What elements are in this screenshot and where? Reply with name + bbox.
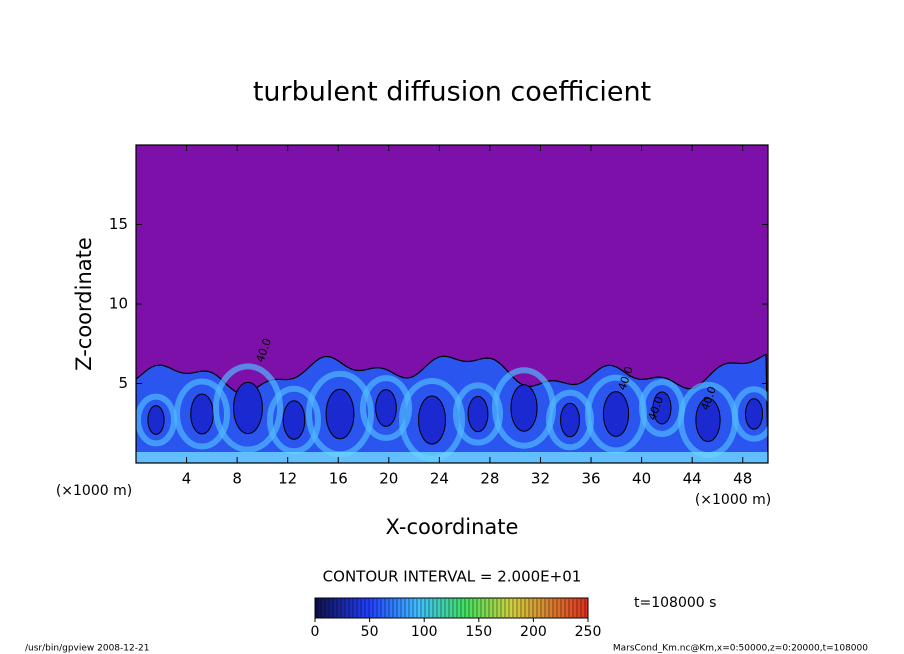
eddy bbox=[136, 393, 177, 447]
colorbar bbox=[314, 597, 589, 619]
y-tick-label: 10 bbox=[109, 295, 128, 313]
field bbox=[136, 145, 768, 463]
colorbar-stripes bbox=[316, 599, 586, 617]
x-tick-label: 8 bbox=[232, 470, 242, 488]
eddy-core bbox=[375, 389, 397, 427]
eddy-core bbox=[467, 395, 489, 433]
y-tick-label: 15 bbox=[109, 215, 128, 233]
x-tick-label: 28 bbox=[480, 470, 499, 488]
eddy-core bbox=[233, 381, 263, 435]
eddy bbox=[267, 385, 321, 455]
eddy bbox=[213, 363, 283, 453]
eddy bbox=[732, 386, 768, 442]
eddy bbox=[453, 382, 503, 446]
y-axis-label: Z-coordinate bbox=[72, 237, 96, 371]
eddy-core bbox=[560, 402, 580, 438]
x-tick-label: 12 bbox=[278, 470, 297, 488]
contour-interval: CONTOUR INTERVAL = 2.000E+01 bbox=[323, 568, 582, 586]
eddy-core bbox=[695, 397, 721, 443]
x-tick-label: 48 bbox=[733, 470, 752, 488]
footer-left: /usr/bin/gpview 2008-12-21 bbox=[25, 644, 149, 654]
colorbar-tick-label: 50 bbox=[361, 624, 379, 640]
eddy-core bbox=[602, 391, 630, 437]
eddy-core bbox=[325, 388, 355, 440]
colorbar-tick-label: 200 bbox=[520, 624, 547, 640]
x-axis-label: X-coordinate bbox=[386, 515, 519, 539]
y-unit-label: (×1000 m) bbox=[56, 483, 132, 499]
surface-layer bbox=[136, 452, 768, 463]
x-tick-label: 44 bbox=[683, 470, 702, 488]
footer-right: MarsCond_Km.nc@Km,x=0:50000,z=0:20000,t=… bbox=[613, 644, 868, 654]
x-tick-label: 24 bbox=[430, 470, 449, 488]
eddy-core bbox=[190, 393, 214, 435]
eddy-core bbox=[418, 395, 446, 445]
colorbar-tick-label: 250 bbox=[575, 624, 602, 640]
eddy-core bbox=[652, 391, 672, 425]
eddy-core bbox=[744, 398, 764, 430]
x-tick-label: 4 bbox=[182, 470, 192, 488]
eddy-core bbox=[147, 405, 165, 435]
y-tick-label: 5 bbox=[118, 374, 128, 392]
eddy bbox=[360, 375, 412, 441]
eddy bbox=[174, 378, 230, 450]
x-tick-label: 36 bbox=[581, 470, 600, 488]
chart-title: turbulent diffusion coefficient bbox=[253, 77, 651, 108]
x-unit-label: (×1000 m) bbox=[695, 492, 771, 508]
colorbar-tick-label: 150 bbox=[465, 624, 492, 640]
eddy-core bbox=[282, 400, 306, 440]
colorbar-tick-label: 0 bbox=[311, 624, 320, 640]
x-tick-label: 16 bbox=[329, 470, 348, 488]
time-label: t=108000 s bbox=[634, 595, 716, 611]
eddy-core bbox=[510, 384, 538, 432]
x-tick-label: 32 bbox=[531, 470, 550, 488]
x-tick-label: 40 bbox=[632, 470, 651, 488]
x-tick-label: 20 bbox=[379, 470, 398, 488]
colorbar-tick-label: 100 bbox=[411, 624, 438, 640]
